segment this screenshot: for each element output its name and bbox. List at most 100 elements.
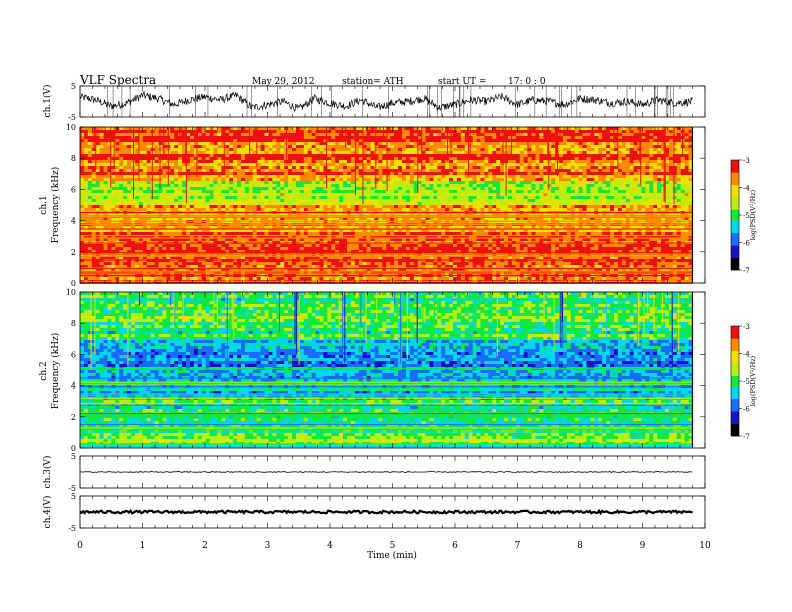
ch1-spec-cell: [614, 175, 618, 178]
ch1-spec-cell: [410, 187, 414, 190]
ch1-spec-cell: [433, 184, 437, 187]
ch1-spec-cell: [433, 187, 437, 190]
ch1-spec-cell: [139, 154, 143, 157]
ch1-spec-cell: [563, 196, 567, 199]
ch1-spec-cell: [155, 166, 159, 169]
ch1-spec-cell: [143, 193, 147, 196]
ch1-spec-cell: [100, 208, 104, 211]
ch1-spec-cell: [111, 148, 115, 151]
ch1-spec-cell: [563, 175, 567, 178]
ch1-spec-cell: [469, 178, 473, 181]
ch1-spec-cell: [347, 151, 351, 154]
ch1-spec-cell: [661, 151, 665, 154]
ch1-spec-cell: [457, 139, 461, 142]
ch1-spec-cell: [402, 151, 406, 154]
ch1-spec-cell: [567, 199, 571, 202]
ch1-spec-cell: [284, 175, 288, 178]
ch1-spec-cell: [441, 175, 445, 178]
ch1-spec-cell: [198, 139, 202, 142]
ch1-spec-cell: [586, 184, 590, 187]
ch1-spec-cell: [449, 178, 453, 181]
ch1-spec-cell: [492, 154, 496, 157]
ch1-spec-cell: [225, 202, 229, 205]
ch1-spec-cell: [641, 148, 645, 151]
ch1-spec-cell: [147, 133, 151, 136]
ch1-spec-cell: [382, 208, 386, 211]
ch1-spec-cell: [602, 193, 606, 196]
ch1-spec-cell: [261, 133, 265, 136]
ch1-spec-cell: [351, 205, 355, 208]
ch1-spec-cell: [669, 157, 673, 160]
ch1-spec-cell: [88, 184, 92, 187]
ch1-spec-cell: [100, 130, 104, 133]
ch1-spec-cell: [225, 160, 229, 163]
ch1-spec-cell: [492, 148, 496, 151]
ch1-spec-cell: [677, 139, 681, 142]
ch1-spec-cell: [622, 127, 626, 130]
ch1-spec-cell: [280, 157, 284, 160]
ch1-spec-cell: [528, 196, 532, 199]
ch1-spec-cell: [170, 178, 174, 181]
ch1-spec-cell: [433, 145, 437, 148]
ch1-spec-cell: [249, 199, 253, 202]
ch1-spec-cell: [441, 148, 445, 151]
ch1-spec-cell: [359, 130, 363, 133]
ch1-spec-cell: [492, 157, 496, 160]
ch1-spec-cell: [331, 187, 335, 190]
ch1-spec-cell: [261, 199, 265, 202]
ch1-spec-cell: [484, 181, 488, 184]
ch1-spec-cell: [170, 175, 174, 178]
ch1-spec-cell: [80, 166, 84, 169]
ch1-spec-cell: [449, 199, 453, 202]
ch1-spec-cell: [685, 160, 689, 163]
ch1-spec-cell: [374, 130, 378, 133]
ch1-spec-cell: [477, 196, 481, 199]
ch1-spec-cell: [119, 148, 123, 151]
ch1-spec-cell: [579, 145, 583, 148]
ch1-spec-cell: [88, 157, 92, 160]
ch1-spec-cell: [143, 151, 147, 154]
ch1-spec-cell: [119, 190, 123, 193]
ch1-spec-cell: [422, 175, 426, 178]
ch1-spec-cell: [598, 145, 602, 148]
ch1-spec-cell: [276, 202, 280, 205]
ch1-spec-cell: [590, 172, 594, 175]
ch1-spec-cell: [641, 172, 645, 175]
ch1-spec-cell: [649, 136, 653, 139]
ch1-spec-cell: [351, 196, 355, 199]
ch1-spec-cell: [555, 193, 559, 196]
ch1-spec-cell: [512, 208, 516, 211]
ch1-spec-cell: [182, 181, 186, 184]
ch1-spec-cell: [512, 151, 516, 154]
ch1-spec-cell: [198, 160, 202, 163]
ch1-spec-cell: [347, 184, 351, 187]
ch1-spec-cell: [206, 175, 210, 178]
ch1-spec-cell: [657, 193, 661, 196]
ch1-spec-cell: [669, 145, 673, 148]
ch1-spec-cell: [127, 133, 131, 136]
ch1-spec-cell: [535, 205, 539, 208]
ch1-spec-cell: [312, 196, 316, 199]
ch1-spec-cell: [394, 166, 398, 169]
ch1-spec-cell: [661, 193, 665, 196]
ch1-spec-cell: [402, 154, 406, 157]
ch1-spec-cell: [276, 163, 280, 166]
ch1-spec-cell: [610, 163, 614, 166]
ch1-spec-cell: [398, 178, 402, 181]
ch1-spec-cell: [465, 190, 469, 193]
ch1-spec-cell: [398, 205, 402, 208]
ch1-spec-cell: [111, 139, 115, 142]
ch1-spec-cell: [410, 130, 414, 133]
ch1-spec-cell: [473, 169, 477, 172]
ch1-spec-cell: [496, 187, 500, 190]
ch1-spec-cell: [335, 181, 339, 184]
ch1-spec-cell: [296, 184, 300, 187]
ch1-spec-cell: [170, 142, 174, 145]
ch1-spec-cell: [88, 127, 92, 130]
ch1-spec-cell: [210, 169, 214, 172]
ch1-spec-cell: [575, 193, 579, 196]
ch1-spec-cell: [673, 208, 677, 211]
ch1-spec-cell: [308, 202, 312, 205]
ch1-spec-cell: [469, 151, 473, 154]
ch1-spec-cell: [524, 178, 528, 181]
